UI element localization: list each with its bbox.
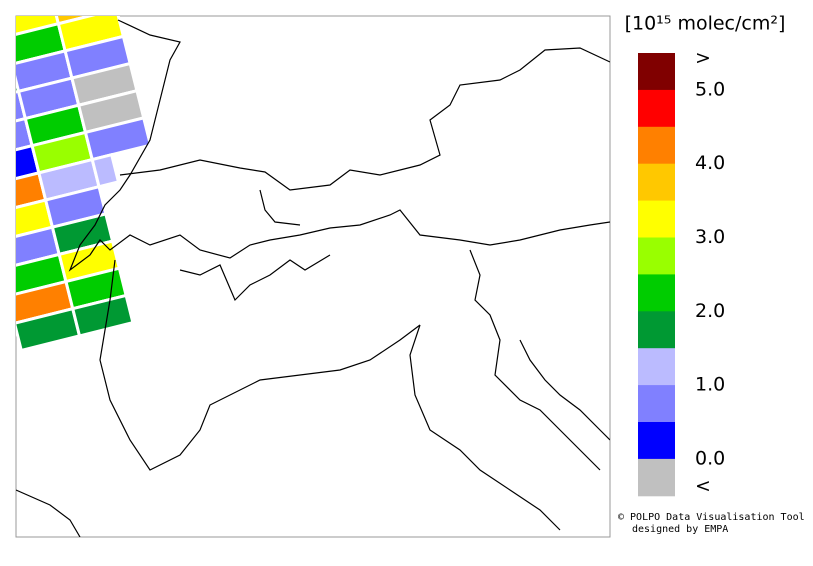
legend-swatch bbox=[638, 348, 675, 386]
legend-swatch bbox=[638, 274, 675, 312]
legend-label: 2.0 bbox=[695, 300, 725, 322]
legend-swatch bbox=[638, 200, 675, 238]
legend-title: [10¹⁵ molec/cm²] bbox=[625, 13, 786, 35]
legend: [10¹⁵ molec/cm²] >5.0 4.0 3.0 2.0 1.0 0.0 < bbox=[625, 13, 786, 498]
legend-swatch bbox=[638, 311, 675, 349]
legend-label: 4.0 bbox=[695, 152, 725, 174]
legend-label: 1.0 bbox=[695, 374, 725, 396]
legend-label: < bbox=[695, 475, 711, 497]
legend-swatch bbox=[638, 237, 675, 275]
legend-label: 5.0 bbox=[695, 78, 725, 100]
legend-swatch bbox=[638, 89, 675, 128]
credit-line: © POLPO Data Visualisation Tool bbox=[618, 512, 805, 523]
legend-label: > bbox=[695, 47, 711, 69]
legend-swatch bbox=[638, 458, 675, 497]
legend-swatch bbox=[638, 385, 675, 423]
legend-label: 0.0 bbox=[695, 447, 725, 469]
legend-swatch bbox=[638, 126, 675, 165]
credit-line: designed by EMPA bbox=[632, 524, 728, 535]
legend-swatch bbox=[638, 53, 675, 91]
legend-swatch bbox=[638, 422, 675, 460]
legend-label: 3.0 bbox=[695, 226, 725, 248]
borders bbox=[16, 19, 610, 537]
legend-swatch bbox=[638, 163, 675, 202]
swath bbox=[16, 16, 153, 353]
